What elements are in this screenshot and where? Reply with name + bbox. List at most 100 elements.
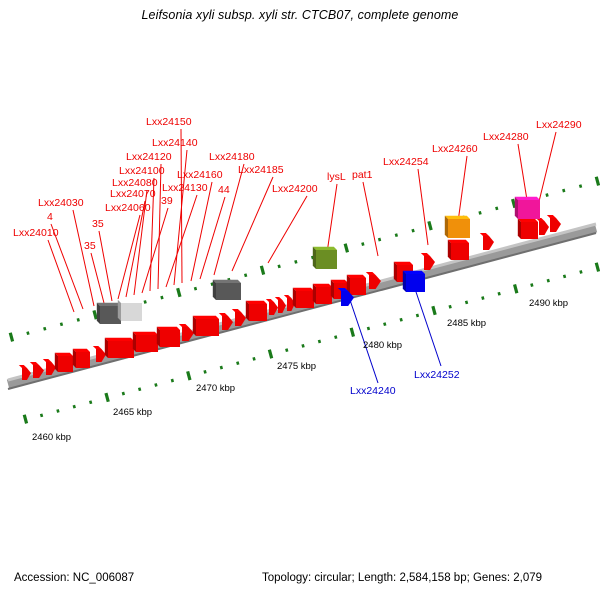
gene-label-forward[interactable]: Lxx24280 xyxy=(483,131,529,143)
label-leader-line xyxy=(72,209,95,307)
gene-feature-forward[interactable] xyxy=(218,313,233,330)
scale-tick-major xyxy=(267,349,274,359)
gene-feature-forward[interactable] xyxy=(365,272,381,289)
scale-tick-minor xyxy=(415,313,420,318)
gene-label-forward[interactable]: Lxx24185 xyxy=(238,164,284,176)
scale-tick-minor xyxy=(143,300,147,304)
gene-feature-forward[interactable] xyxy=(42,359,56,375)
scale-tick-major xyxy=(431,305,437,316)
gene-feature-forward[interactable] xyxy=(104,337,134,358)
gene-feature-forward[interactable] xyxy=(178,324,194,341)
gene-label-forward[interactable]: 44 xyxy=(218,184,230,196)
label-leader-line xyxy=(90,252,105,304)
label-leader-line xyxy=(213,163,245,276)
scale-tick-minor xyxy=(252,356,256,361)
gene-label-forward[interactable]: Lxx24010 xyxy=(13,227,59,239)
gene-feature-forward[interactable] xyxy=(29,362,44,378)
gene-label-forward[interactable]: 4 xyxy=(47,211,53,223)
label-leader-line xyxy=(141,207,169,294)
gene-label-forward[interactable]: Lxx24254 xyxy=(383,156,429,168)
gene-label-forward[interactable]: Lxx24120 xyxy=(126,151,172,163)
scale-tick-minor xyxy=(154,383,158,387)
gene-feature-forward[interactable] xyxy=(192,315,219,336)
scale-label: 2475 kbp xyxy=(277,361,317,372)
gene-feature-forward[interactable] xyxy=(132,331,158,352)
gene-feature-forward[interactable] xyxy=(117,299,142,321)
label-leader-line xyxy=(98,230,113,302)
scale-tick-major xyxy=(594,176,600,186)
scale-tick-minor xyxy=(301,343,305,348)
scale-tick-major xyxy=(8,332,15,342)
gene-label-forward[interactable]: Lxx24100 xyxy=(119,165,165,177)
gene-label-forward[interactable]: Lxx24200 xyxy=(272,183,318,195)
gene-feature-forward[interactable] xyxy=(274,297,286,313)
gene-label-forward[interactable]: pat1 xyxy=(352,169,373,181)
gene-feature-forward[interactable] xyxy=(444,215,470,238)
gene-label-reverse[interactable]: Lxx24240 xyxy=(350,385,396,397)
gene-feature-forward[interactable] xyxy=(479,233,494,250)
scale-tick-minor xyxy=(243,273,248,278)
gene-feature-forward[interactable] xyxy=(420,253,435,270)
gene-label-forward[interactable]: Lxx24080 xyxy=(112,177,158,189)
gene-feature-forward[interactable] xyxy=(156,326,180,347)
gene-feature-forward[interactable] xyxy=(54,352,73,372)
gene-feature-reverse[interactable] xyxy=(402,270,425,292)
gene-feature-forward[interactable] xyxy=(312,283,332,304)
scale-tick-minor xyxy=(377,237,382,242)
gene-feature-forward[interactable] xyxy=(517,218,538,239)
scale-tick-minor xyxy=(399,317,403,322)
gene-label-forward[interactable]: Lxx24070 xyxy=(110,188,156,200)
gene-label-forward[interactable]: Lxx24180 xyxy=(209,151,255,163)
gene-label-forward[interactable]: Lxx24160 xyxy=(177,169,223,181)
gene-label-forward[interactable]: Lxx24130 xyxy=(162,182,208,194)
gene-feature-forward[interactable] xyxy=(72,348,90,368)
gene-feature-forward[interactable] xyxy=(245,300,267,321)
gene-feature-forward[interactable] xyxy=(346,274,366,295)
label-leader-line xyxy=(199,196,226,280)
gene-label-forward[interactable]: Lxx24140 xyxy=(152,137,198,149)
gene-feature-forward[interactable] xyxy=(514,196,540,219)
label-leader-line xyxy=(47,239,75,313)
label-leader-line xyxy=(117,214,141,300)
gene-label-forward[interactable]: 35 xyxy=(92,218,104,230)
gene-label-forward[interactable]: lysL xyxy=(327,171,346,183)
scale-tick-minor xyxy=(56,409,60,413)
scale-label: 2490 kbp xyxy=(529,298,569,309)
gene-label-forward[interactable]: 35 xyxy=(84,240,96,252)
scale-tick-minor xyxy=(39,413,44,418)
gene-feature-forward[interactable] xyxy=(96,302,121,324)
gene-feature-forward[interactable] xyxy=(292,287,314,308)
scale-tick-minor xyxy=(366,326,371,331)
gene-feature-forward[interactable] xyxy=(231,309,246,326)
label-leader-line xyxy=(457,155,468,223)
gene-feature-forward[interactable] xyxy=(212,279,241,300)
scale-tick-minor xyxy=(411,228,415,233)
scale-tick-minor xyxy=(334,335,338,340)
scale-label: 2485 kbp xyxy=(447,318,487,329)
gene-feature-forward[interactable] xyxy=(18,365,31,380)
gene-feature-forward[interactable] xyxy=(265,299,278,315)
gene-label-forward[interactable]: 39 xyxy=(161,195,173,207)
label-leader-line xyxy=(190,181,213,282)
scale-tick-minor xyxy=(294,259,298,264)
gene-label-forward[interactable]: Lxx24030 xyxy=(38,197,84,209)
gene-label-forward[interactable]: Lxx24060 xyxy=(105,202,151,214)
scale-tick-major xyxy=(349,327,356,337)
scale-tick-minor xyxy=(193,286,198,291)
scale-tick-minor xyxy=(59,322,64,327)
gene-feature-forward[interactable] xyxy=(546,215,561,232)
scale-tick-major xyxy=(104,392,110,403)
scale-tick-major xyxy=(22,414,29,424)
gene-label-forward[interactable]: Lxx24290 xyxy=(536,119,582,131)
gene-feature-forward[interactable] xyxy=(92,346,106,362)
gene-feature-forward[interactable] xyxy=(312,246,337,269)
gene-feature-forward[interactable] xyxy=(447,239,469,260)
gene-feature-reverse[interactable] xyxy=(337,288,354,306)
scale-tick-minor xyxy=(285,348,289,353)
scale-tick-minor xyxy=(383,322,387,327)
gene-label-reverse[interactable]: Lxx24252 xyxy=(414,369,460,381)
scale-tick-minor xyxy=(578,184,583,189)
gene-label-forward[interactable]: Lxx24150 xyxy=(146,116,192,128)
gene-label-forward[interactable]: Lxx24260 xyxy=(432,143,478,155)
